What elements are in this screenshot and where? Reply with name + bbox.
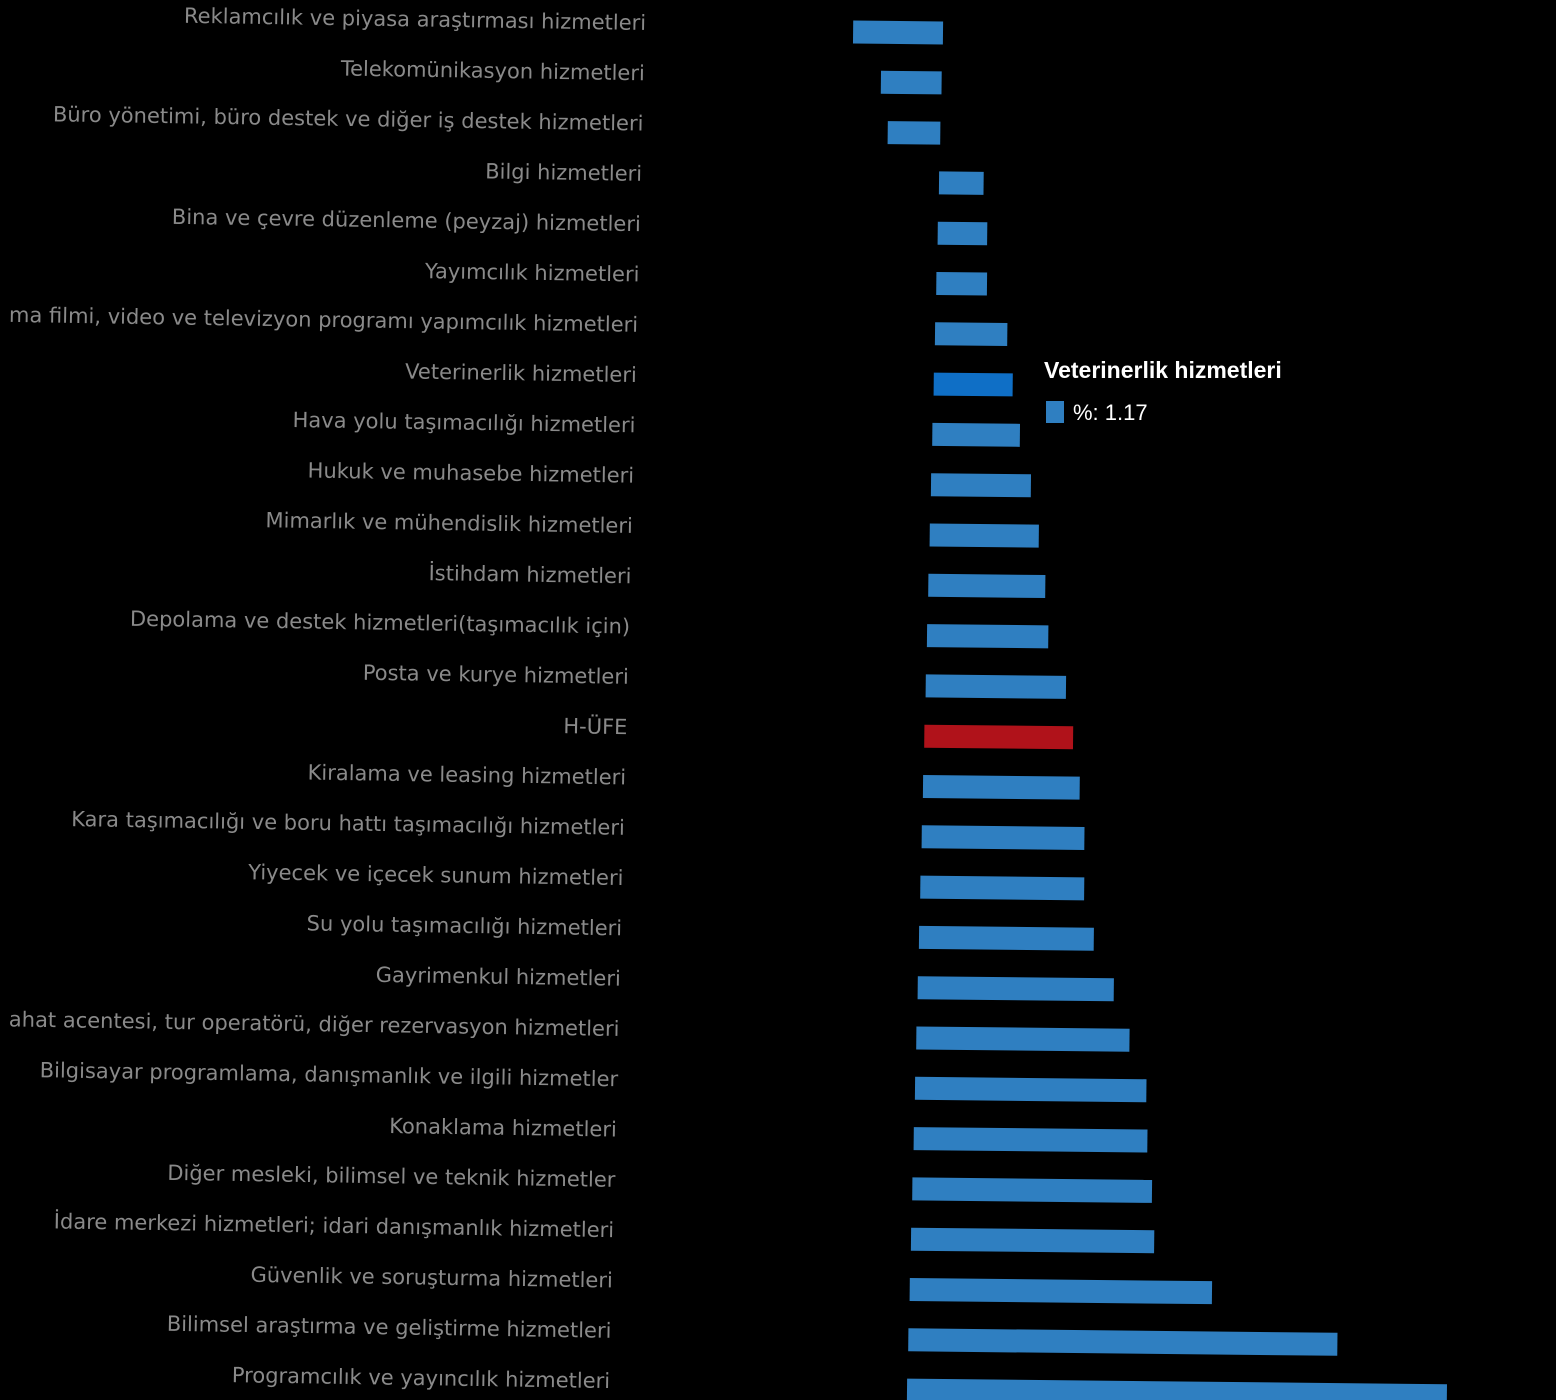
bar-11[interactable] [928, 573, 1046, 599]
category-label-19: Gayrimenkul hizmetleri [376, 963, 621, 991]
category-label-3: Bilgi hizmetleri [485, 159, 642, 185]
bar-20[interactable] [916, 1026, 1130, 1052]
bar-5[interactable] [936, 272, 988, 296]
category-label-25: Güvenlik ve soruşturma hizmetleri [250, 1263, 613, 1293]
bar-16[interactable] [921, 825, 1085, 851]
bar-13[interactable] [925, 674, 1067, 699]
category-label-27: Programcılık ve yayıncılık hizmetleri [232, 1363, 611, 1393]
bar-18[interactable] [918, 925, 1094, 951]
bar-6[interactable] [934, 322, 1008, 347]
bar-21[interactable] [914, 1076, 1147, 1103]
bar-4[interactable] [937, 221, 988, 246]
bar-12[interactable] [926, 624, 1049, 649]
category-label-9: Hukuk ve muhasebe hizmetleri [307, 459, 634, 488]
bar-3[interactable] [938, 171, 984, 195]
category-label-8: Hava yolu taşımacılığı hizmetleri [292, 408, 635, 437]
bars [852, 20, 1447, 1400]
bar-2[interactable] [887, 121, 941, 145]
category-label-15: Kiralama ve leasing hizmetleri [307, 760, 626, 789]
category-label-11: İstihdam hizmetleri [428, 560, 631, 588]
bar-26[interactable] [908, 1328, 1338, 1356]
category-label-13: Posta ve kurye hizmetleri [363, 661, 629, 689]
category-label-7: Veterinerlik hizmetleri [405, 359, 637, 387]
category-label-18: Su yolu taşımacılığı hizmetleri [306, 911, 622, 940]
bar-1[interactable] [880, 70, 942, 95]
category-label-22: Konaklama hizmetleri [389, 1114, 617, 1142]
category-label-5: Yayımcılık hizmetleri [424, 259, 640, 286]
bar-27[interactable] [906, 1378, 1447, 1400]
bar-25[interactable] [909, 1278, 1213, 1305]
tooltip: Veterinerlik hizmetleri %: 1.17 [1044, 357, 1282, 425]
bar-22[interactable] [913, 1127, 1148, 1153]
bar-0[interactable] [852, 20, 944, 45]
tooltip-swatch [1046, 401, 1064, 423]
bar-15[interactable] [922, 775, 1080, 800]
bar-7[interactable] [933, 372, 1013, 397]
bar-19[interactable] [917, 976, 1114, 1002]
bar-24[interactable] [910, 1227, 1155, 1254]
bar-10[interactable] [929, 523, 1039, 548]
bar-14[interactable] [924, 724, 1074, 750]
bar-23[interactable] [912, 1177, 1153, 1203]
category-label-10: Mimarlık ve mühendislik hizmetleri [265, 508, 633, 538]
category-label-17: Yiyecek ve içecek sunum hizmetleri [247, 860, 624, 890]
bar-8[interactable] [932, 422, 1021, 447]
category-label-1: Telekomünikasyon hizmetleri [340, 57, 645, 86]
bar-9[interactable] [930, 473, 1032, 498]
bar-17[interactable] [920, 875, 1085, 901]
tooltip-title: Veterinerlik hizmetleri [1044, 357, 1282, 383]
category-label-14: H-ÜFE [563, 713, 627, 739]
tooltip-value: %: 1.17 [1073, 400, 1148, 425]
